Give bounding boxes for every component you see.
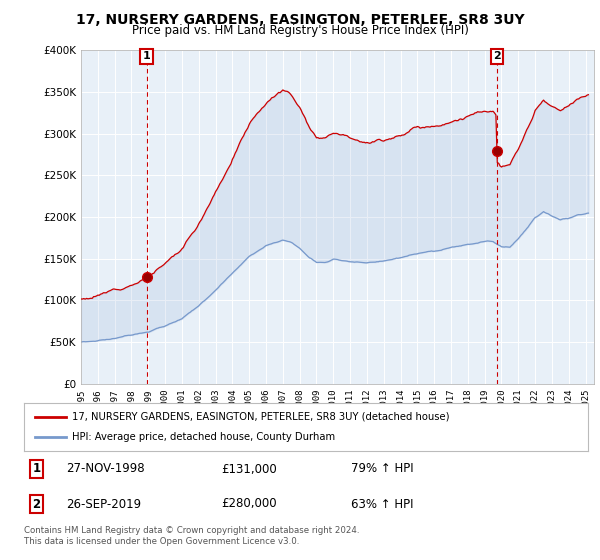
Text: 1: 1 — [32, 463, 41, 475]
Text: Price paid vs. HM Land Registry's House Price Index (HPI): Price paid vs. HM Land Registry's House … — [131, 24, 469, 37]
Text: 2: 2 — [493, 51, 501, 61]
Text: £131,000: £131,000 — [221, 463, 277, 475]
Text: 17, NURSERY GARDENS, EASINGTON, PETERLEE, SR8 3UY: 17, NURSERY GARDENS, EASINGTON, PETERLEE… — [76, 13, 524, 27]
Text: 26-SEP-2019: 26-SEP-2019 — [66, 497, 142, 511]
Text: 63% ↑ HPI: 63% ↑ HPI — [351, 497, 413, 511]
Text: £280,000: £280,000 — [221, 497, 277, 511]
Text: 17, NURSERY GARDENS, EASINGTON, PETERLEE, SR8 3UY (detached house): 17, NURSERY GARDENS, EASINGTON, PETERLEE… — [72, 412, 449, 422]
Text: 2: 2 — [32, 497, 41, 511]
Text: 27-NOV-1998: 27-NOV-1998 — [66, 463, 145, 475]
Text: Contains HM Land Registry data © Crown copyright and database right 2024.
This d: Contains HM Land Registry data © Crown c… — [24, 526, 359, 546]
Text: 79% ↑ HPI: 79% ↑ HPI — [351, 463, 414, 475]
Text: HPI: Average price, detached house, County Durham: HPI: Average price, detached house, Coun… — [72, 432, 335, 442]
Text: 1: 1 — [143, 51, 151, 61]
